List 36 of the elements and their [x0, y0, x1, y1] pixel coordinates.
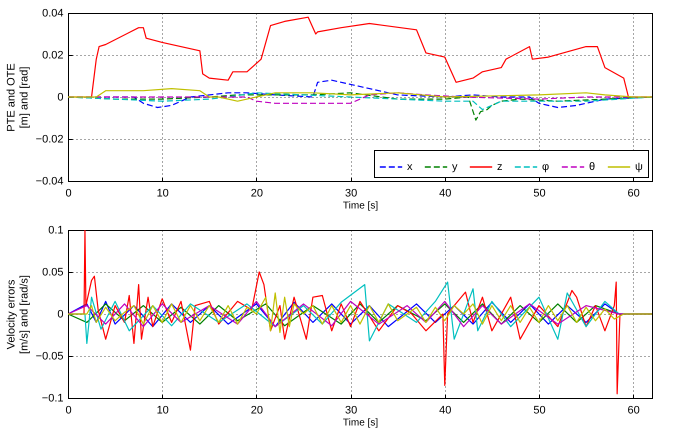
- x-tick-label: 30: [344, 188, 358, 200]
- y-tick-label: −0.1: [42, 392, 64, 404]
- y-tick-label: 0.02: [42, 50, 64, 62]
- x-tick-label: 10: [156, 188, 169, 200]
- legend-label: θ: [589, 161, 596, 173]
- x-tick-label: 10: [156, 404, 169, 416]
- x-tick-label: 50: [533, 188, 546, 200]
- x-tick-label: 0: [65, 188, 72, 200]
- y-tick-label: 0.05: [42, 266, 64, 278]
- x-tick-label: 0: [65, 404, 72, 416]
- x-tick-label: 60: [628, 188, 640, 200]
- y-axis-title: Velocity errors [m/s] and [rad/s]: [6, 275, 31, 354]
- y-tick-label: 0: [57, 308, 64, 320]
- y-tick-label: 0.1: [48, 224, 64, 236]
- y-tick-label: −0.05: [36, 350, 64, 362]
- x-tick-label: 20: [250, 188, 264, 200]
- y-axis-title: PTE and OTE [m] and [rad]: [6, 63, 31, 132]
- x-axis-title: Time [s]: [342, 200, 378, 212]
- x-tick-label: 60: [628, 404, 640, 416]
- line-series: [68, 88, 652, 102]
- x-tick-label: 40: [439, 188, 452, 200]
- legend-label: z: [497, 161, 502, 173]
- y-tick-label: −0.02: [36, 134, 64, 146]
- x-tick-label: 20: [250, 404, 264, 416]
- y-tick-label: 0.04: [42, 8, 64, 20]
- line-series: [68, 292, 652, 334]
- y-tick-label: −0.04: [36, 176, 64, 188]
- legend-label: φ: [542, 161, 550, 173]
- x-axis-title: Time [s]: [342, 418, 378, 428]
- x-tick-label: 50: [533, 404, 546, 416]
- legend-label: ψ: [635, 161, 643, 173]
- y-tick-label: 0: [57, 92, 64, 104]
- x-tick-label: 40: [439, 404, 452, 416]
- legend-label: x: [407, 161, 413, 173]
- legend-label: y: [452, 161, 458, 173]
- x-tick-label: 30: [344, 404, 358, 416]
